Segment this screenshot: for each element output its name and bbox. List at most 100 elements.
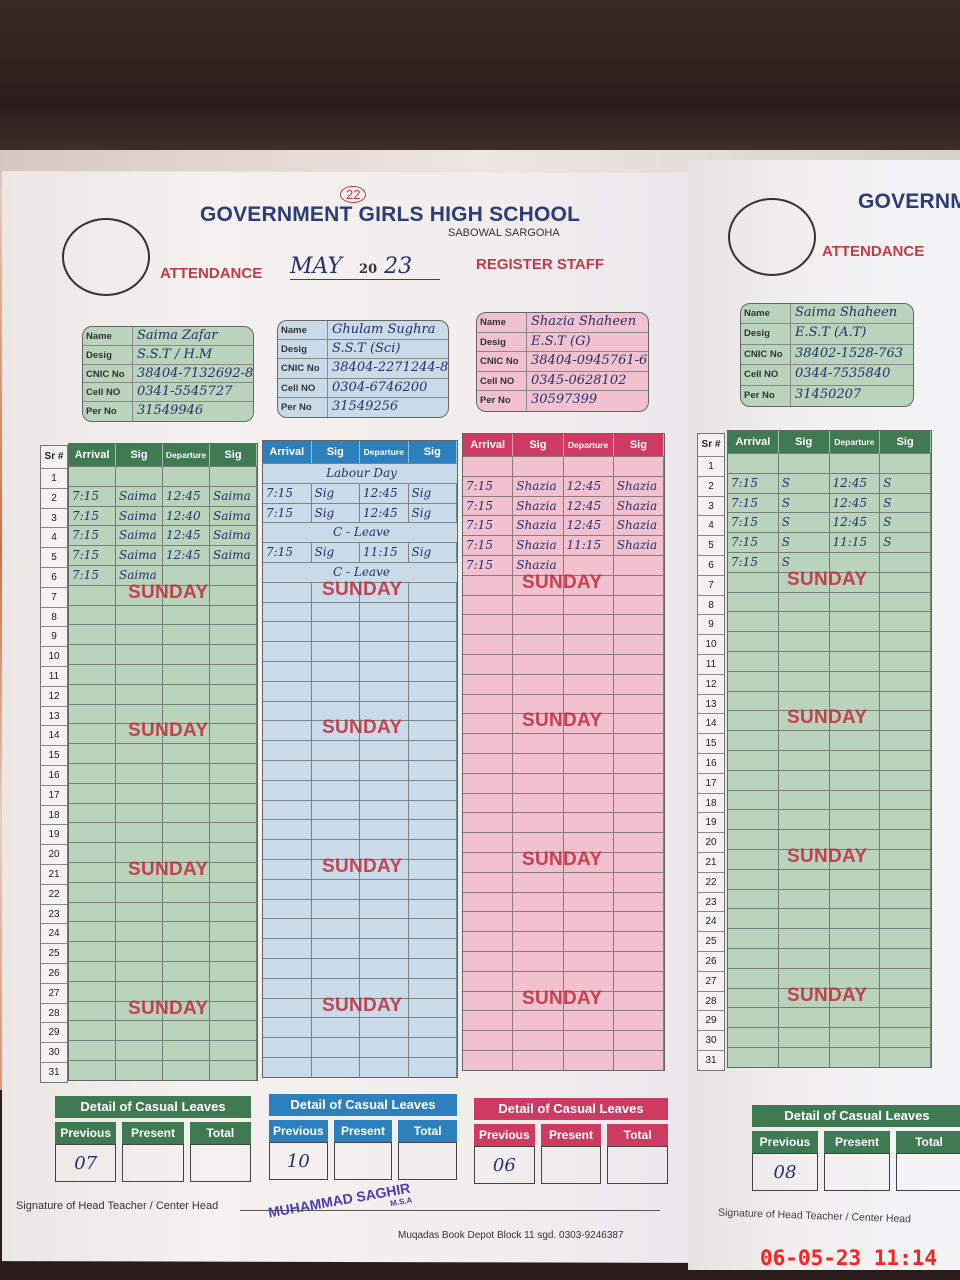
attendance-cell[interactable] <box>564 892 614 912</box>
attendance-cell[interactable] <box>779 711 830 731</box>
attendance-row[interactable]: 7:15 Saima 12:45 Saima <box>69 525 257 546</box>
attendance-row[interactable] <box>463 990 664 1011</box>
attendance-row[interactable]: 7:15 Sig 12:45 Sig <box>263 482 457 503</box>
attendance-row[interactable] <box>463 792 664 813</box>
attendance-row[interactable]: 7:15 Sig 11:15 Sig <box>263 542 457 562</box>
previous-leaves-value[interactable]: 08 <box>752 1153 818 1191</box>
attendance-cell[interactable] <box>513 1050 564 1070</box>
attendance-cell[interactable] <box>830 592 881 612</box>
attendance-row[interactable] <box>728 710 931 731</box>
attendance-cell[interactable] <box>513 635 564 654</box>
attendance-cell[interactable] <box>463 674 514 694</box>
attendance-cell[interactable]: Shazia <box>513 555 564 575</box>
attendance-cell[interactable] <box>513 932 564 951</box>
attendance-cell[interactable] <box>564 694 614 714</box>
attendance-cell[interactable] <box>409 642 457 661</box>
attendance-cell[interactable] <box>116 862 163 882</box>
attendance-cell[interactable] <box>360 800 409 820</box>
attendance-row[interactable] <box>463 1049 664 1070</box>
attendance-cell[interactable] <box>779 770 830 790</box>
attendance-cell[interactable] <box>880 731 931 750</box>
attendance-row[interactable] <box>463 653 664 674</box>
attendance-cell[interactable] <box>69 942 116 961</box>
attendance-cell[interactable] <box>728 1028 779 1047</box>
attendance-cell[interactable] <box>312 879 360 899</box>
attendance-cell[interactable] <box>312 998 360 1018</box>
attendance-cell[interactable]: Saima <box>210 486 257 506</box>
attendance-row[interactable] <box>728 789 931 810</box>
attendance-cell[interactable] <box>360 998 409 1018</box>
attendance-cell[interactable] <box>263 1018 312 1038</box>
attendance-row[interactable] <box>728 848 931 869</box>
attendance-cell[interactable] <box>779 988 830 1008</box>
attendance-cell[interactable] <box>880 968 931 988</box>
attendance-cell[interactable] <box>263 919 312 939</box>
attendance-row[interactable] <box>263 779 457 800</box>
attendance-cell[interactable]: 7:15 <box>728 552 779 572</box>
attendance-row[interactable]: 7:15 Saima <box>69 564 257 585</box>
attendance-cell[interactable] <box>614 1011 664 1031</box>
attendance-cell[interactable] <box>360 622 409 642</box>
attendance-cell[interactable] <box>116 664 163 684</box>
attendance-cell[interactable] <box>360 701 409 721</box>
attendance-cell[interactable] <box>614 793 664 813</box>
attendance-cell[interactable] <box>564 714 614 734</box>
attendance-cell[interactable] <box>779 750 830 770</box>
attendance-cell[interactable] <box>463 991 514 1011</box>
attendance-cell[interactable] <box>69 585 116 605</box>
attendance-cell[interactable]: 11:15 <box>360 543 409 562</box>
attendance-row[interactable] <box>463 693 664 714</box>
attendance-cell[interactable] <box>463 1050 514 1070</box>
attendance-cell[interactable]: Saima <box>116 526 163 546</box>
attendance-cell[interactable]: Sig <box>409 483 457 503</box>
attendance-cell[interactable] <box>69 1060 116 1080</box>
attendance-cell[interactable] <box>614 833 664 852</box>
attendance-cell[interactable] <box>564 595 614 615</box>
attendance-cell[interactable] <box>409 622 457 642</box>
attendance-cell[interactable] <box>263 721 312 741</box>
attendance-cell[interactable] <box>564 852 614 872</box>
attendance-row[interactable] <box>263 1037 457 1057</box>
attendance-cell[interactable] <box>779 1008 830 1028</box>
attendance-cell[interactable] <box>210 882 257 902</box>
attendance-row[interactable] <box>263 720 457 741</box>
attendance-row[interactable]: C - Leave <box>263 561 457 582</box>
present-leaves-value[interactable] <box>540 1146 602 1184</box>
attendance-cell[interactable] <box>210 724 257 744</box>
attendance-cell[interactable] <box>210 823 257 843</box>
attendance-row[interactable] <box>728 928 931 948</box>
attendance-cell[interactable] <box>564 971 614 991</box>
attendance-cell[interactable] <box>210 1001 257 1021</box>
attendance-row[interactable] <box>728 1007 931 1028</box>
attendance-cell[interactable] <box>163 625 210 645</box>
attendance-cell[interactable]: 7:15 <box>69 486 116 506</box>
attendance-cell[interactable] <box>163 783 210 803</box>
attendance-cell[interactable] <box>263 800 312 820</box>
attendance-cell[interactable] <box>513 615 564 635</box>
attendance-cell[interactable] <box>360 1018 409 1038</box>
attendance-cell[interactable] <box>830 770 881 790</box>
attendance-cell[interactable] <box>263 602 312 622</box>
attendance-row[interactable]: Labour Day <box>263 463 457 483</box>
attendance-row[interactable] <box>728 611 931 632</box>
attendance-row[interactable]: 7:15 Shazia 12:45 Shazia <box>463 475 664 496</box>
attendance-cell[interactable] <box>116 1060 163 1080</box>
attendance-cell[interactable] <box>263 780 312 800</box>
attendance-cell[interactable] <box>409 1038 457 1057</box>
attendance-cell[interactable] <box>880 830 931 849</box>
attendance-cell[interactable]: 11:15 <box>564 536 614 555</box>
attendance-cell[interactable] <box>116 922 163 942</box>
attendance-cell[interactable] <box>163 961 210 981</box>
attendance-cell[interactable] <box>880 929 931 948</box>
attendance-cell[interactable] <box>312 958 360 978</box>
attendance-cell[interactable] <box>69 1021 116 1041</box>
attendance-cell[interactable] <box>360 661 409 681</box>
attendance-cell[interactable]: Sig <box>312 503 360 523</box>
attendance-cell[interactable]: 7:15 <box>69 506 116 526</box>
total-leaves-value[interactable] <box>189 1144 251 1182</box>
attendance-cell[interactable] <box>163 862 210 882</box>
attendance-cell[interactable] <box>830 731 881 750</box>
attendance-cell[interactable]: S <box>779 493 830 513</box>
attendance-cell[interactable] <box>513 793 564 813</box>
attendance-cell[interactable] <box>728 1008 779 1028</box>
